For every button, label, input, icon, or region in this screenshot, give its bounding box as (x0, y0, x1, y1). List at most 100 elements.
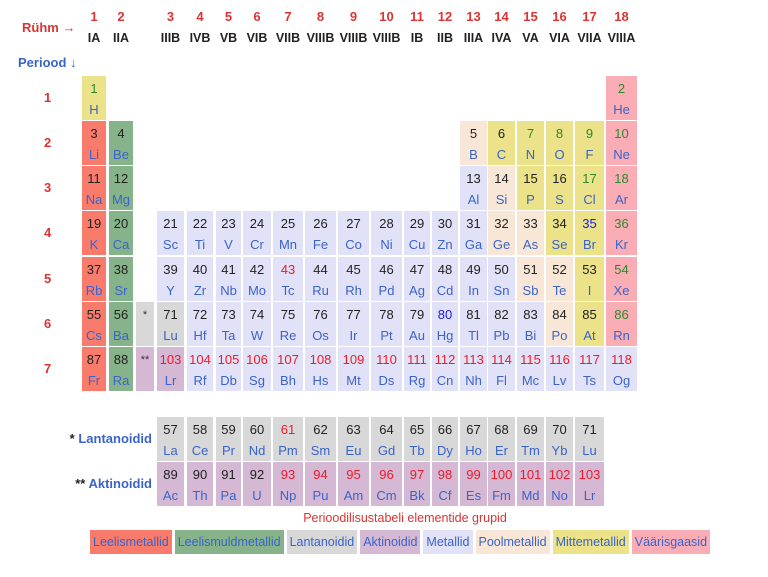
element-cell[interactable]: 79 Au (404, 302, 430, 346)
element-cell[interactable]: 80 Hg (432, 302, 458, 346)
element-cell[interactable]: 34 Se (546, 211, 573, 255)
element-cell[interactable]: 69 Tm (517, 417, 544, 461)
element-cell[interactable]: 110 Ds (371, 347, 402, 391)
element-cell[interactable]: 57 La (157, 417, 184, 461)
element-cell[interactable]: 92 U (243, 462, 271, 506)
element-cell[interactable]: 18 Ar (606, 166, 637, 210)
element-cell[interactable]: 105 Db (216, 347, 241, 391)
element-cell[interactable]: 32 Ge (488, 211, 515, 255)
element-cell[interactable]: 107 Bh (273, 347, 303, 391)
element-cell[interactable]: 90 Th (187, 462, 213, 506)
element-cell[interactable]: 46 Pd (371, 257, 402, 301)
element-cell[interactable]: 14 Si (488, 166, 515, 210)
element-cell[interactable]: 4 Be (109, 121, 133, 165)
element-cell[interactable]: 71 Lu (157, 302, 184, 346)
element-cell[interactable]: 33 As (517, 211, 544, 255)
element-cell[interactable]: 47 Ag (404, 257, 430, 301)
element-cell[interactable]: 95 Am (338, 462, 369, 506)
element-cell[interactable]: 42 Mo (243, 257, 271, 301)
element-cell[interactable]: 116 Lv (546, 347, 573, 391)
element-cell[interactable]: 60 Nd (243, 417, 271, 461)
element-cell[interactable]: 35 Br (575, 211, 604, 255)
element-cell[interactable]: 30 Zn (432, 211, 458, 255)
element-cell[interactable]: 40 Zr (187, 257, 213, 301)
element-cell[interactable]: 70 Yb (546, 417, 573, 461)
element-cell[interactable]: 50 Sn (488, 257, 515, 301)
element-cell[interactable]: 86 Rn (606, 302, 637, 346)
element-cell[interactable]: 103 Lr (157, 347, 184, 391)
element-cell[interactable]: 81 Tl (460, 302, 487, 346)
element-cell[interactable]: 15 P (517, 166, 544, 210)
element-cell[interactable]: 68 Er (488, 417, 515, 461)
element-cell[interactable]: 48 Cd (432, 257, 458, 301)
element-cell[interactable]: 88 Ra (109, 347, 133, 391)
element-cell[interactable]: 22 Ti (187, 211, 213, 255)
element-cell[interactable]: 43 Tc (273, 257, 303, 301)
element-cell[interactable]: 100 Fm (488, 462, 515, 506)
element-cell[interactable]: 109 Mt (338, 347, 369, 391)
element-cell[interactable]: 53 I (575, 257, 604, 301)
element-cell[interactable]: 45 Rh (338, 257, 369, 301)
element-cell[interactable]: 104 Rf (187, 347, 213, 391)
element-cell[interactable]: 113 Nh (460, 347, 487, 391)
element-cell[interactable]: 64 Gd (371, 417, 402, 461)
element-cell[interactable]: 74 W (243, 302, 271, 346)
element-cell[interactable]: 31 Ga (460, 211, 487, 255)
series-placeholder-cell[interactable]: * (136, 302, 154, 346)
element-cell[interactable]: 19 K (82, 211, 106, 255)
element-cell[interactable]: 54 Xe (606, 257, 637, 301)
element-cell[interactable]: 58 Ce (187, 417, 213, 461)
element-cell[interactable]: 96 Cm (371, 462, 402, 506)
element-cell[interactable]: 23 V (216, 211, 241, 255)
element-cell[interactable]: 27 Co (338, 211, 369, 255)
element-cell[interactable]: 98 Cf (432, 462, 458, 506)
element-cell[interactable]: 59 Pr (216, 417, 241, 461)
element-cell[interactable]: 16 S (546, 166, 573, 210)
element-cell[interactable]: 102 No (546, 462, 573, 506)
element-cell[interactable]: 13 Al (460, 166, 487, 210)
element-cell[interactable]: 67 Ho (460, 417, 487, 461)
element-cell[interactable]: 49 In (460, 257, 487, 301)
element-cell[interactable]: 3 Li (82, 121, 106, 165)
element-cell[interactable]: 26 Fe (305, 211, 336, 255)
element-cell[interactable]: 112 Cn (432, 347, 458, 391)
element-cell[interactable]: 24 Cr (243, 211, 271, 255)
element-cell[interactable]: 94 Pu (305, 462, 336, 506)
element-cell[interactable]: 85 At (575, 302, 604, 346)
element-cell[interactable]: 84 Po (546, 302, 573, 346)
element-cell[interactable]: 97 Bk (404, 462, 430, 506)
element-cell[interactable]: 101 Md (517, 462, 544, 506)
element-cell[interactable]: 82 Pb (488, 302, 515, 346)
element-cell[interactable]: 44 Ru (305, 257, 336, 301)
element-cell[interactable]: 25 Mn (273, 211, 303, 255)
element-cell[interactable]: 41 Nb (216, 257, 241, 301)
element-cell[interactable]: 73 Ta (216, 302, 241, 346)
element-cell[interactable]: 62 Sm (305, 417, 336, 461)
element-cell[interactable]: 11 Na (82, 166, 106, 210)
element-cell[interactable]: 10 Ne (606, 121, 637, 165)
element-cell[interactable]: 66 Dy (432, 417, 458, 461)
element-cell[interactable]: 71 Lu (575, 417, 604, 461)
element-cell[interactable]: 76 Os (305, 302, 336, 346)
element-cell[interactable]: 61 Pm (273, 417, 303, 461)
element-cell[interactable]: 91 Pa (216, 462, 241, 506)
element-cell[interactable]: 87 Fr (82, 347, 106, 391)
element-cell[interactable]: 83 Bi (517, 302, 544, 346)
element-cell[interactable]: 111 Rg (404, 347, 430, 391)
element-cell[interactable]: 75 Re (273, 302, 303, 346)
element-cell[interactable]: 38 Sr (109, 257, 133, 301)
element-cell[interactable]: 63 Eu (338, 417, 369, 461)
element-cell[interactable]: 118 Og (606, 347, 637, 391)
element-cell[interactable]: 36 Kr (606, 211, 637, 255)
element-cell[interactable]: 20 Ca (109, 211, 133, 255)
element-cell[interactable]: 99 Es (460, 462, 487, 506)
element-cell[interactable]: 17 Cl (575, 166, 604, 210)
element-cell[interactable]: 56 Ba (109, 302, 133, 346)
element-cell[interactable]: 77 Ir (338, 302, 369, 346)
element-cell[interactable]: 72 Hf (187, 302, 213, 346)
